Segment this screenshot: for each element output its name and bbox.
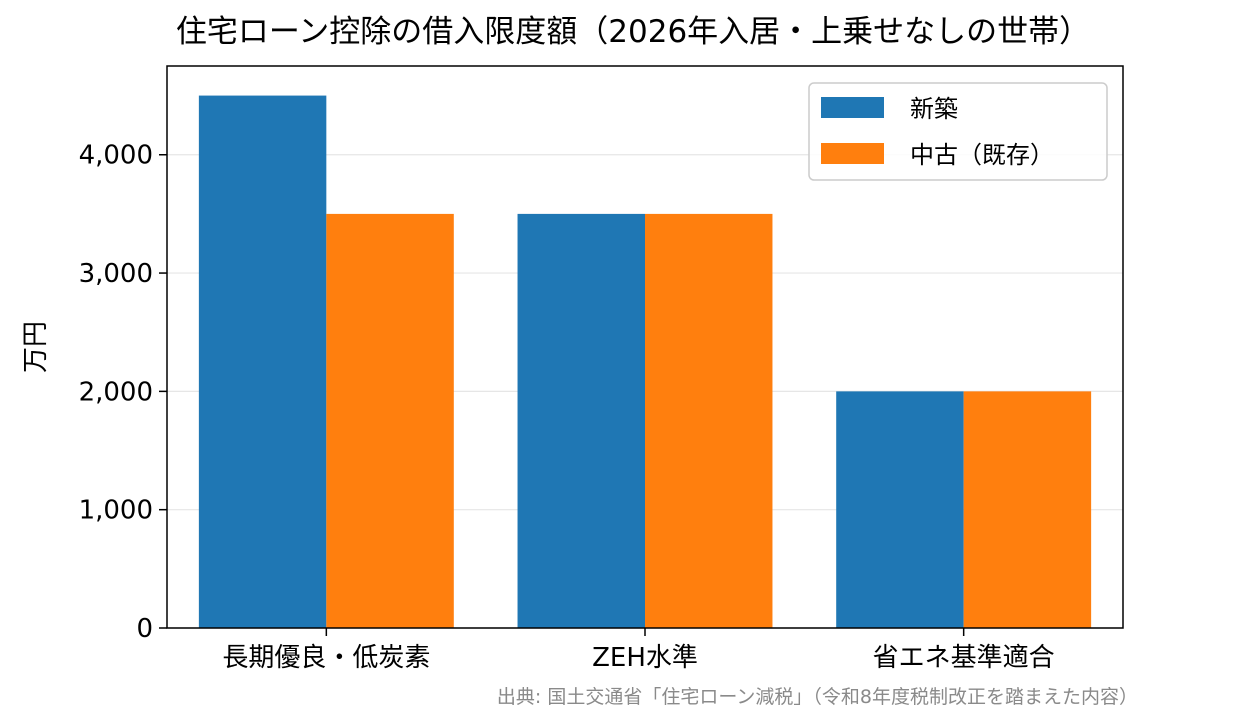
bar [198, 95, 327, 628]
y-tick-label: 0 [136, 614, 153, 644]
y-tick-label: 2,000 [79, 377, 153, 407]
x-tick-label: 省エネ基準適合 [873, 643, 1055, 673]
bar [963, 391, 1092, 628]
source-note: 出典: 国土交通省「住宅ローン減税」（令和8年度税制改正を踏まえた内容） [497, 686, 1138, 708]
bar [836, 391, 964, 628]
y-tick-label: 1,000 [79, 496, 153, 526]
y-tick-label: 3,000 [79, 259, 153, 289]
chart-title: 住宅ローン控除の借入限度額（2026年入居・上乗せなしの世帯） [176, 14, 1090, 50]
bar [326, 213, 454, 629]
x-tick-label: ZEH水準 [592, 643, 698, 673]
y-tick-label: 4,000 [79, 141, 153, 171]
bars [198, 95, 1092, 629]
bar [517, 213, 645, 629]
x-tick-label: 長期優良・低炭素 [222, 643, 430, 673]
bar [645, 213, 773, 629]
legend-label: 中古（既存） [910, 141, 1054, 169]
legend-swatch [821, 97, 884, 118]
legend-label: 新築 [910, 95, 958, 123]
legend-swatch [821, 143, 884, 164]
y-axis-label: 万円 [21, 321, 51, 373]
x-axis: 長期優良・低炭素 ZEH水準 省エネ基準適合 [222, 628, 1055, 673]
y-axis: 0 1,000 2,000 3,000 4,000 [79, 141, 167, 644]
